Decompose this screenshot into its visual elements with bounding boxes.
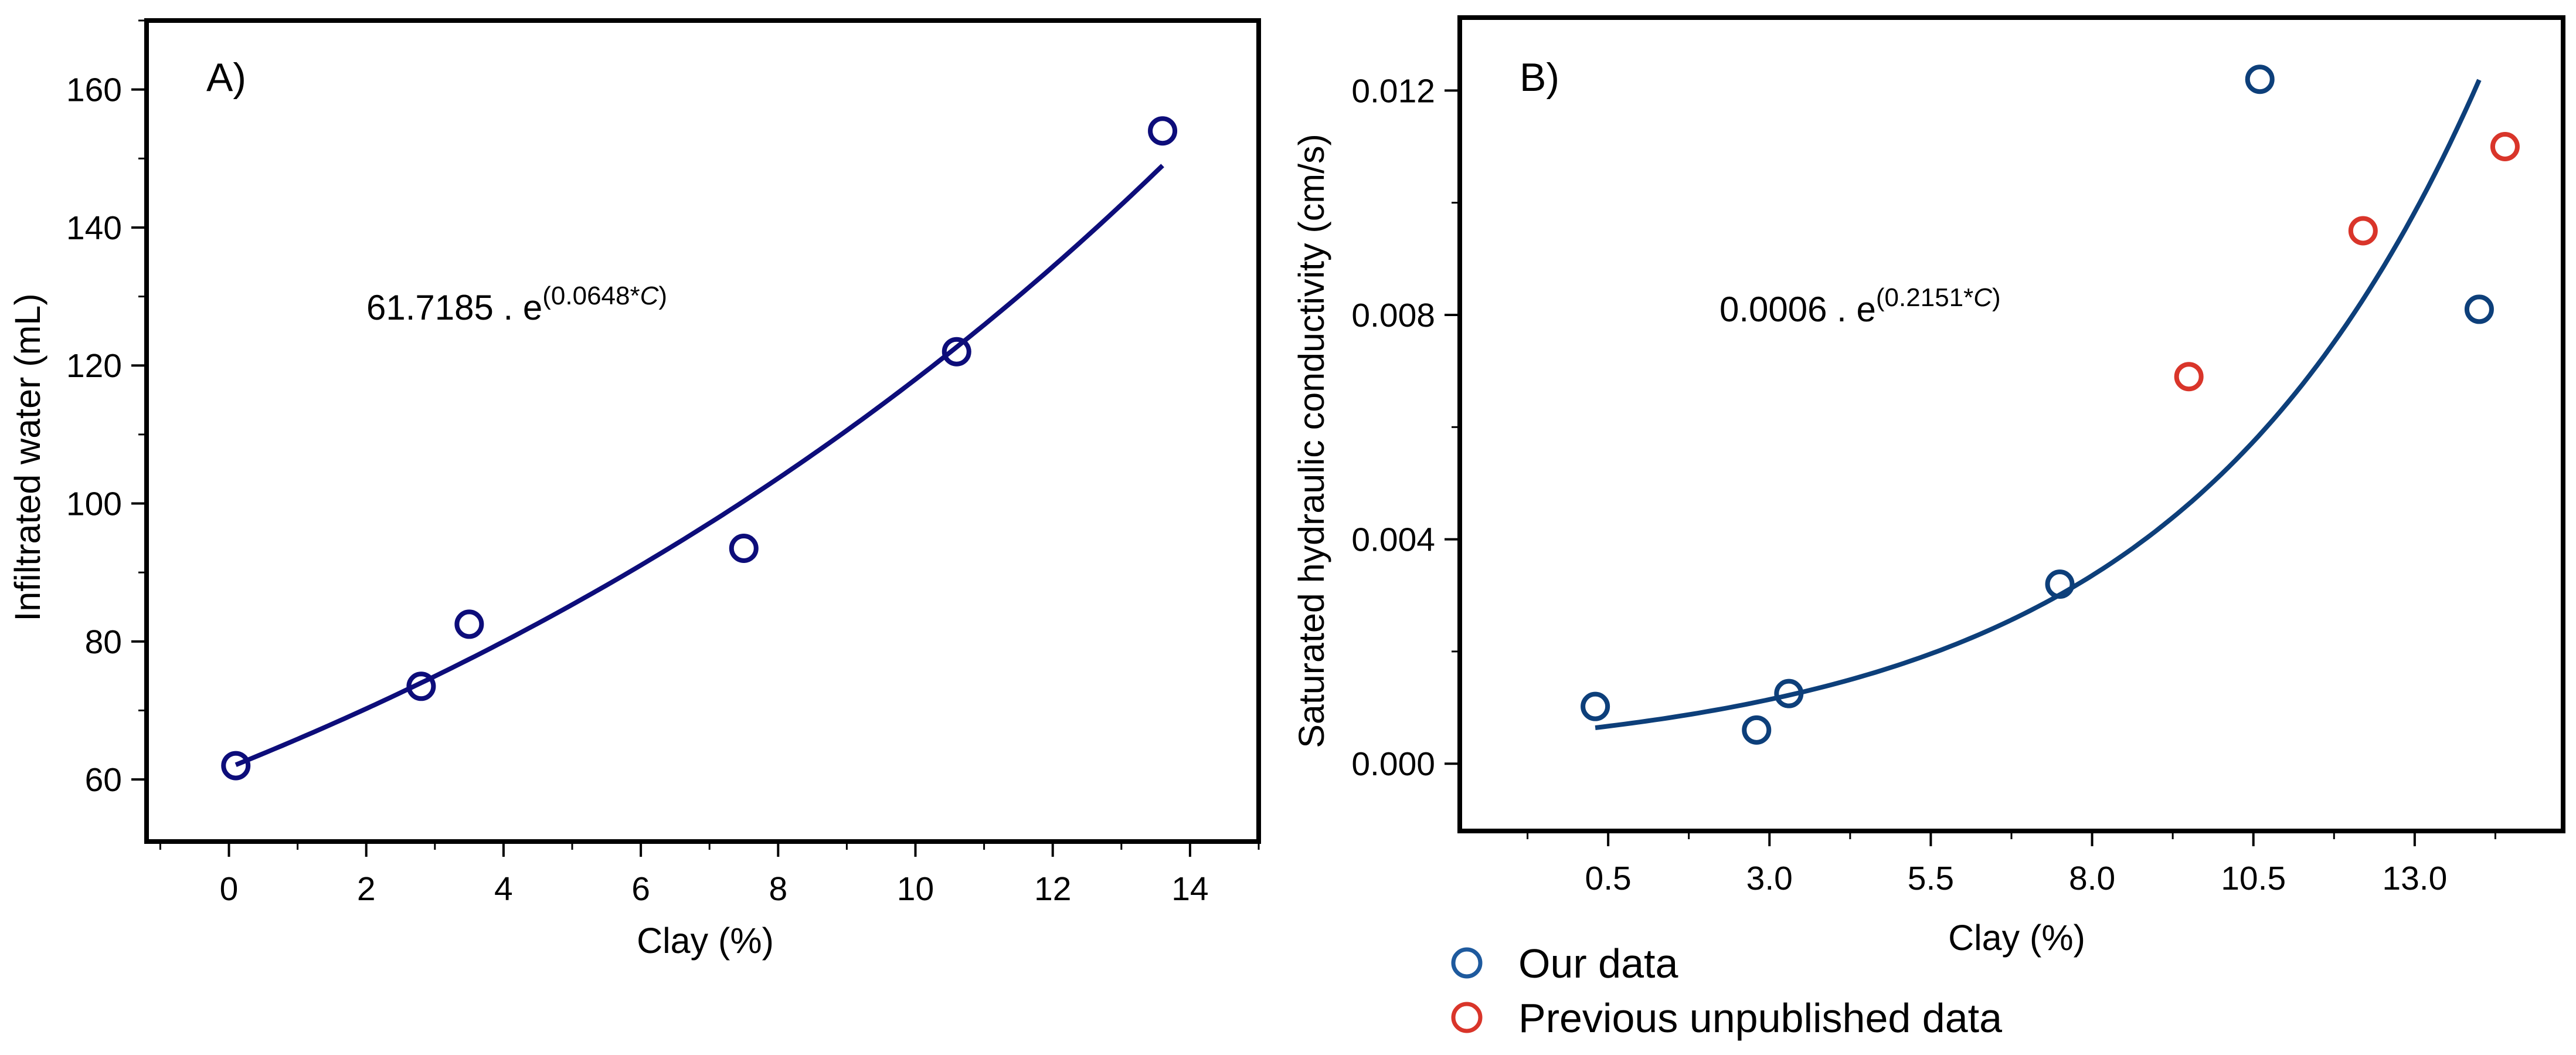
x-tick-label-a: 2 <box>357 870 376 908</box>
legend-marker-previous-data <box>1451 1002 1483 1033</box>
equation-a-close: ) <box>658 281 667 310</box>
legend: Our data Previous unpublished data <box>1451 941 2002 1041</box>
equation-a: 61.7185 . e(0.0648*C) <box>366 281 667 327</box>
equation-b-coefficient: 0.0006 . e <box>1719 290 1876 329</box>
equation-a-coefficient: 61.7185 . e <box>366 288 542 327</box>
x-tick-label-b: 5.5 <box>1908 860 1954 897</box>
y-tick-label-a: 120 <box>66 347 122 385</box>
equation-b-exponent: (0.2151* <box>1876 283 1973 312</box>
legend-label-previous-data: Previous unpublished data <box>1518 995 2002 1041</box>
y-tick-label-b: 0.004 <box>1351 521 1435 559</box>
x-tick-label-a: 8 <box>769 870 787 908</box>
equation-a-variable: C <box>640 281 660 310</box>
y-tick-label-b: 0.008 <box>1351 297 1435 334</box>
data-point-a-series-0 <box>942 337 971 367</box>
data-point-b-series-0 <box>1581 691 1610 721</box>
data-point-b-series-1 <box>2174 362 2204 392</box>
legend-marker-our-data <box>1451 947 1483 979</box>
y-axis-title-a: Infiltrated water (mL) <box>8 293 47 621</box>
data-point-b-series-0 <box>2464 294 2494 324</box>
y-tick-label-a: 160 <box>66 72 122 109</box>
x-tick-label-a: 0 <box>220 870 239 908</box>
y-tick-label-b: 0.012 <box>1351 72 1435 110</box>
y-axis-title-b: Saturated hydraulic conductivity (cm/s) <box>1292 134 1331 748</box>
x-tick-label-a: 6 <box>631 870 650 908</box>
x-tick-label-a: 14 <box>1171 870 1208 908</box>
data-point-b-series-1 <box>2490 132 2520 162</box>
plot-frame-b <box>1457 15 2565 833</box>
equation-b-variable: C <box>1973 283 1993 312</box>
equation-b-close: ) <box>1992 283 2001 312</box>
x-tick-label-a: 4 <box>494 870 513 908</box>
x-axis-title-a: Clay (%) <box>637 921 774 961</box>
x-tick-label-a: 10 <box>897 870 934 908</box>
x-tick-label-b: 3.0 <box>1746 860 1793 897</box>
data-point-a-series-0 <box>221 751 251 781</box>
data-point-b-series-0 <box>2245 65 2275 94</box>
data-point-b-series-0 <box>2045 569 2075 599</box>
panel-label-b: B) <box>1520 55 1559 100</box>
y-tick-label-a: 60 <box>85 761 122 799</box>
equation-b: 0.0006 . e(0.2151*C) <box>1719 283 2001 329</box>
fit-curve-b <box>1595 79 2482 730</box>
x-tick-label-b: 8.0 <box>2069 860 2115 897</box>
data-point-b-series-0 <box>1774 679 1804 708</box>
data-point-a-series-0 <box>1148 116 1178 146</box>
data-point-a-series-0 <box>729 534 759 563</box>
panel-label-a: A) <box>206 55 246 100</box>
x-axis-title-b: Clay (%) <box>1948 918 2085 958</box>
chart-panel-b: B) 0.0006 . e(0.2151*C) Clay (%) Saturat… <box>1292 15 2565 958</box>
x-tick-label-b: 13.0 <box>2382 860 2447 897</box>
data-point-a-series-0 <box>406 671 436 701</box>
data-point-b-series-1 <box>2348 216 2378 246</box>
y-tick-label-b: 0.000 <box>1351 745 1435 783</box>
plot-frame-a <box>144 18 1261 844</box>
y-tick-label-a: 100 <box>66 486 122 523</box>
x-tick-label-b: 0.5 <box>1585 860 1632 897</box>
data-point-b-series-0 <box>1742 715 1772 745</box>
chart-panel-a: A) 61.7185 . e(0.0648*C) Clay (%) Infilt… <box>8 18 1261 961</box>
legend-label-our-data: Our data <box>1518 941 1678 986</box>
y-tick-label-a: 80 <box>85 623 122 661</box>
equation-a-exponent: (0.0648* <box>542 281 640 310</box>
data-point-a-series-0 <box>454 609 484 639</box>
fit-curve-a <box>235 164 1164 767</box>
x-tick-label-b: 10.5 <box>2221 860 2286 897</box>
y-tick-label-a: 140 <box>66 209 122 247</box>
x-tick-label-a: 12 <box>1034 870 1071 908</box>
